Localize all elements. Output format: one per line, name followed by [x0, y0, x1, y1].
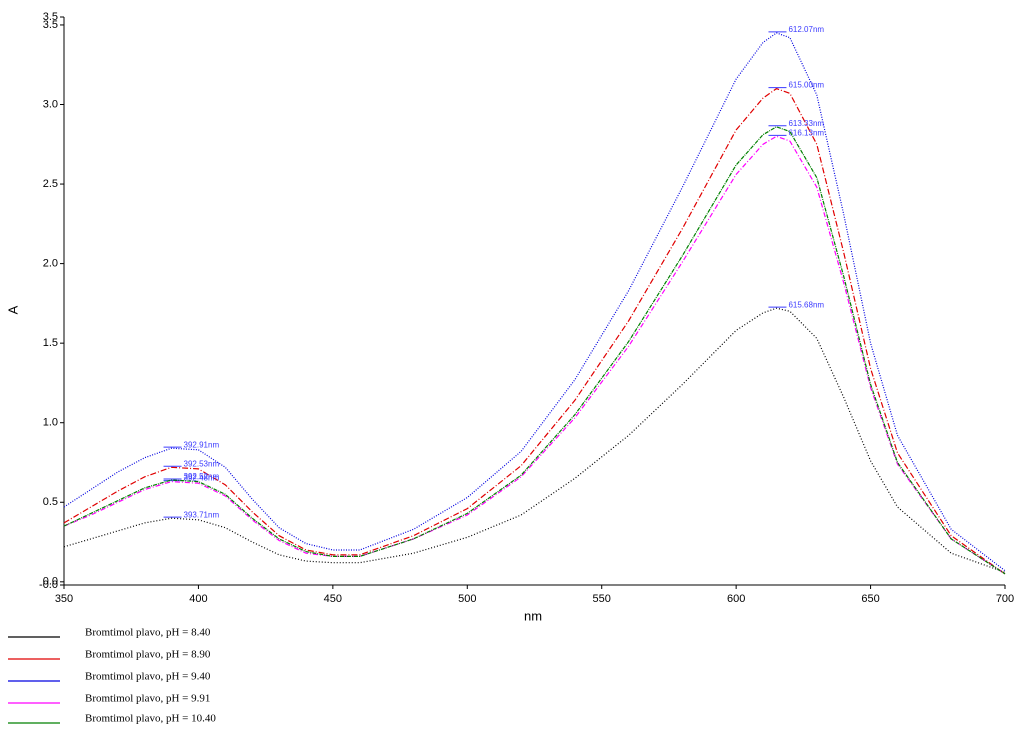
peak-label: 392.52nm [184, 472, 220, 481]
y-tick-label: 0.0 [43, 576, 58, 588]
series-line [63, 87, 1006, 575]
y-tick-label: -0.0 [39, 579, 58, 591]
x-tick-label: 650 [861, 593, 879, 605]
peak-label: 612.07nm [788, 25, 824, 34]
y-tick-label: 1.0 [43, 417, 58, 429]
y-tick-label: 2.0 [43, 258, 58, 270]
peak-label: 613.33nm [788, 119, 824, 128]
y-tick-label: 0.5 [43, 496, 58, 508]
series-line [63, 135, 1006, 575]
x-tick-label: 500 [458, 593, 476, 605]
x-tick-label: 700 [996, 593, 1014, 605]
legend-label: Bromtimol plavo, pH = 9.40 [85, 671, 211, 683]
series-line [63, 126, 1006, 575]
peak-label: 392.48nm [184, 474, 220, 483]
x-tick-label: 600 [727, 593, 745, 605]
peak-label: 615.00nm [788, 81, 824, 90]
legend-label: Bromtimol plavo, pH = 10.40 [85, 713, 216, 725]
y-tick-label: 3.5 [43, 19, 58, 31]
peak-label: 616.13nm [788, 128, 824, 137]
peak-label: 392.53nm [184, 459, 220, 468]
y-tick-label: 2.5 [43, 178, 58, 190]
y-tick-label: 3.0 [43, 98, 58, 110]
legend-label: Bromtimol plavo, pH = 8.40 [85, 627, 211, 639]
y-axis-label: A [5, 305, 20, 314]
y-tick-label: 1.5 [43, 337, 58, 349]
series-line [63, 32, 1006, 572]
x-tick-label: 350 [55, 593, 73, 605]
series-line [63, 307, 1006, 573]
x-tick-label: 550 [593, 593, 611, 605]
x-axis-label: nm [524, 608, 542, 623]
y-tick-label: 3.5 [43, 11, 58, 23]
x-tick-label: 450 [324, 593, 342, 605]
peak-label: 392.91nm [184, 440, 220, 449]
x-tick-label: 400 [189, 593, 207, 605]
peak-label: 615.68nm [788, 300, 824, 309]
legend-label: Bromtimol plavo, pH = 9.91 [85, 693, 210, 705]
peak-label: 393.71nm [184, 510, 220, 519]
legend-label: Bromtimol plavo, pH = 8.90 [85, 649, 211, 661]
